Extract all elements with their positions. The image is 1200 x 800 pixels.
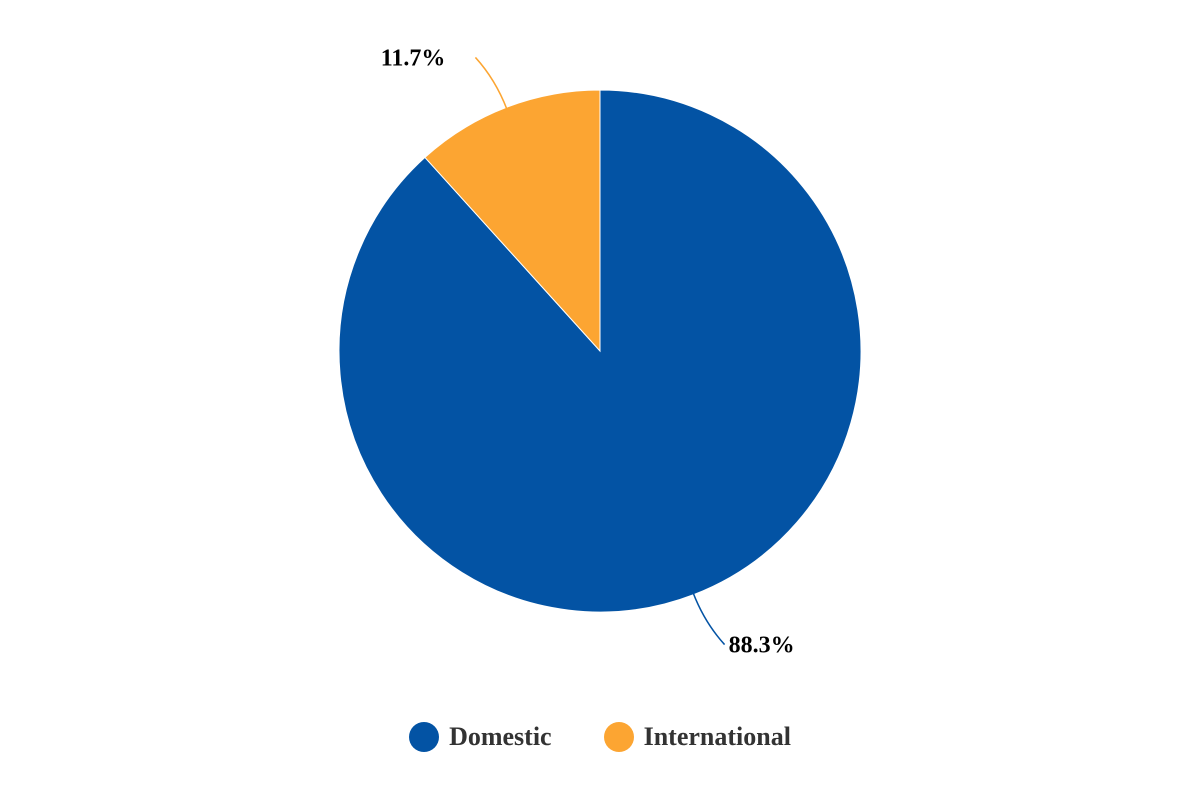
- leader-line-domestic: [692, 592, 726, 646]
- legend: Domestic International: [0, 712, 1200, 762]
- data-label-international: 11.7%: [381, 45, 446, 71]
- legend-label-international: International: [643, 722, 791, 751]
- legend-swatch-international: [603, 722, 634, 752]
- legend-label-domestic: Domestic: [449, 722, 552, 751]
- legend-item-domestic[interactable]: Domestic: [409, 722, 552, 752]
- leader-line-international: [474, 56, 508, 110]
- data-label-domestic: 88.3%: [729, 633, 795, 659]
- legend-swatch-domestic: [409, 722, 440, 752]
- legend-item-international[interactable]: International: [603, 722, 791, 752]
